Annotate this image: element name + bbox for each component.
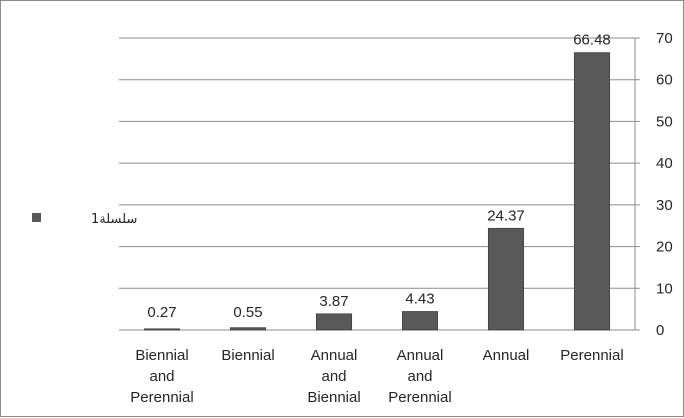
bar [315,313,353,331]
category-label: Biennial [135,347,188,364]
category-label: Annual [483,347,530,364]
bar [229,327,267,331]
gridlines [119,37,640,331]
category-label: Perennial [388,389,451,406]
category-label: Biennial [307,389,360,406]
category-label: and [407,368,432,385]
category-label: Perennial [560,347,623,364]
legend: سلسلة1 [32,212,137,227]
data-label: 4.43 [405,291,434,308]
data-label: 0.27 [147,304,176,321]
data-label: 24.37 [487,207,525,224]
y-tick-label: 60 [656,72,673,89]
data-label: 3.87 [319,293,348,310]
y-tick-label: 30 [656,197,673,214]
data-label: 0.55 [233,304,262,321]
bar [143,328,181,331]
y-tick-label: 50 [656,113,673,130]
y-tick-label: 40 [656,155,673,172]
data-label: 66.48 [573,32,611,49]
category-label: Perennial [130,389,193,406]
bar [573,52,611,331]
category-label: Biennial [221,347,274,364]
category-label: and [321,368,346,385]
bars [143,52,611,331]
bar [401,311,439,331]
category-label: Annual [311,347,358,364]
data-labels: 0.27 0.55 3.87 4.43 24.37 66.48 [147,32,610,321]
y-tick-label: 0 [656,322,664,339]
y-axis-ticks: 0 10 20 30 40 50 60 70 [656,30,673,339]
category-label: and [149,368,174,385]
y-tick-label: 70 [656,30,673,47]
legend-swatch [32,213,41,222]
bar [487,227,525,331]
y-tick-label: 20 [656,239,673,256]
category-labels: Biennial and Perennial Biennial Annual and Bie… [130,347,623,406]
legend-label: سلسلة1 [91,212,137,227]
category-label: Annual [397,347,444,364]
y-tick-label: 10 [656,280,673,297]
